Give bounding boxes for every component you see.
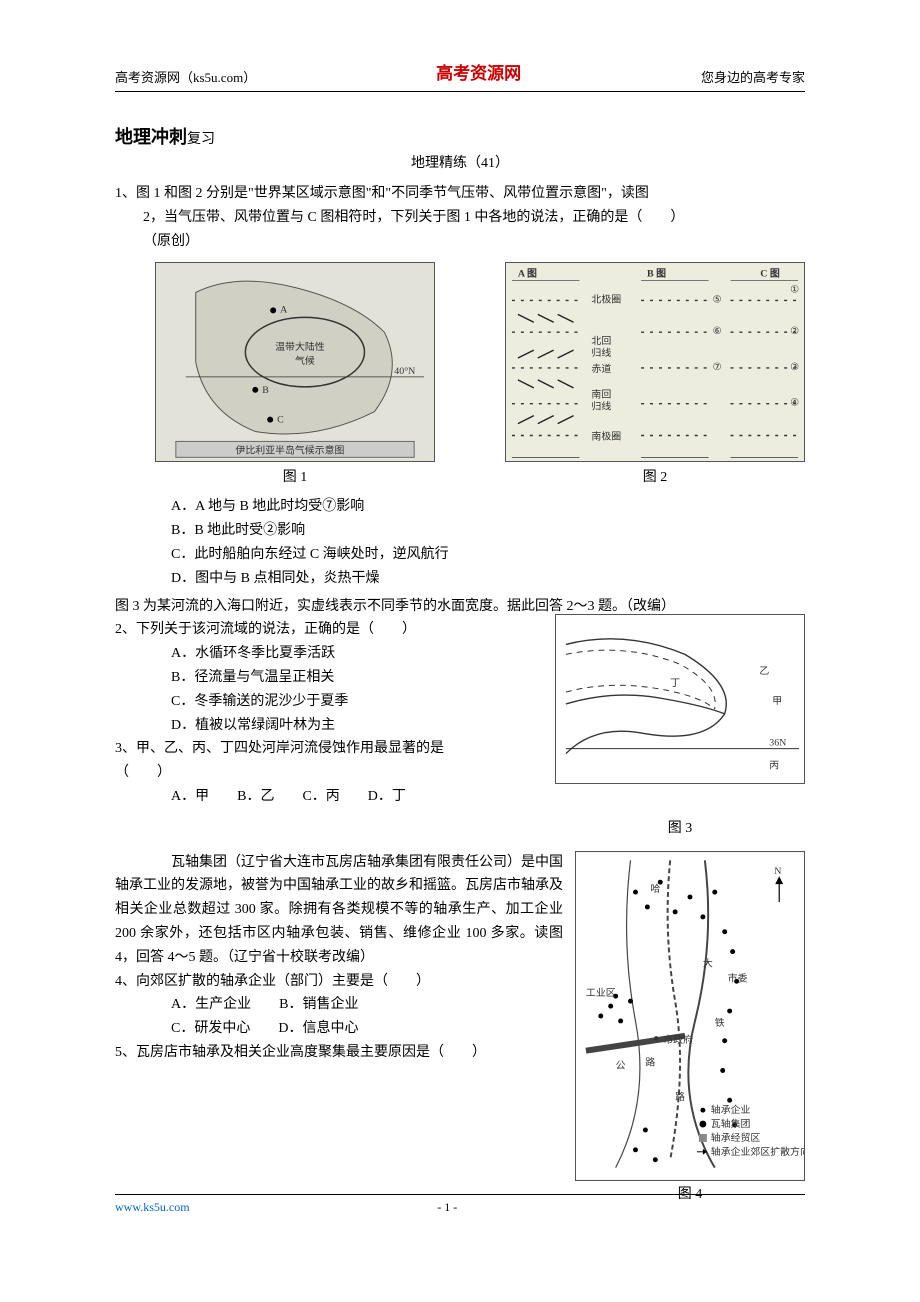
title-subtitle: 地理精练（41） — [115, 152, 805, 176]
q5-stem: 5、瓦房店市轴承及相关企业高度聚集最主要原因是（ ） — [115, 1041, 563, 1065]
header-left: 高考资源网（ks5u.com） — [115, 67, 256, 89]
q2-option-d: D．植被以常绿阔叶林为主 — [115, 714, 543, 738]
header-center-logo: 高考资源网 — [436, 60, 521, 89]
q3-stem-l1: 3、甲、乙、丙、丁四处河岸河流侵蚀作用最显著的是 — [115, 737, 543, 761]
figure-2-caption: 图 2 — [505, 466, 805, 490]
svg-text:C 图: C 图 — [760, 267, 780, 279]
q1-stem-line2: 2，当气压带、风带位置与 C 图相符时，下列关于图 1 中各地的说法，正确的是（… — [115, 206, 805, 230]
header-right: 您身边的高考专家 — [701, 67, 805, 89]
page-footer: www.ks5u.com - 1 - — [115, 1194, 805, 1217]
figure-1: 温带大陆性 气候 40°N A B C 伊比利亚半岛气候示意图 — [155, 262, 435, 462]
svg-text:②: ② — [790, 326, 799, 337]
svg-text:气候: 气候 — [295, 354, 315, 367]
svg-text:北极圈: 北极圈 — [591, 292, 621, 305]
figure-4-wrapper: 公路 哈大 铁路 N 工业区 市委 ●市政府 — [575, 851, 805, 1207]
q1-option-b: B．B 地此时受②影响 — [115, 519, 805, 543]
q2-option-a: A．水循环冬季比夏季活跃 — [115, 642, 543, 666]
footer-link[interactable]: www.ks5u.com — [115, 1197, 190, 1217]
q4-options-l2: C．研发中心 D．信息中心 — [115, 1017, 563, 1041]
figure-2: A 图 B 图 C 图 北极圈 北回归线 赤道 南回归线 南极圈 — [505, 262, 805, 462]
svg-text:归线: 归线 — [591, 399, 611, 412]
svg-text:丁: 丁 — [670, 679, 680, 690]
svg-text:丙: 丙 — [769, 761, 779, 772]
footer-page-number: - 1 - — [190, 1197, 705, 1217]
svg-text:轴承企业: 轴承企业 — [711, 1103, 751, 1116]
figure-captions-row: 图 1 图 2 — [115, 466, 805, 490]
q1-option-d: D．图中与 B 点相同处，炎热干燥 — [115, 567, 805, 591]
svg-text:甲: 甲 — [772, 696, 782, 707]
q2-option-c: C．冬季输送的泥沙少于夏季 — [115, 690, 543, 714]
svg-text:市委: 市委 — [728, 971, 748, 984]
document-title: 地理冲刺复习 — [115, 122, 805, 153]
svg-text:③: ③ — [790, 362, 799, 373]
svg-text:铁: 铁 — [715, 1016, 725, 1029]
svg-text:●: ● — [653, 1032, 659, 1043]
question-1: 1、图 1 和图 2 分别是"世界某区域示意图"和"不同季节气压带、风带位置示意… — [115, 182, 805, 590]
svg-text:公: 公 — [616, 1060, 626, 1071]
svg-text:N: N — [774, 866, 781, 877]
svg-text:轴承企业郊区扩散方向: 轴承企业郊区扩散方向 — [711, 1144, 804, 1157]
svg-text:乙: 乙 — [759, 666, 769, 678]
svg-text:①: ① — [790, 284, 799, 295]
q4-q5-row: 瓦轴集团（辽宁省大连市瓦房店轴承集团有限责任公司）是中国轴承工业的发源地，被誉为… — [115, 851, 805, 1207]
q4-options-l1: A．生产企业 B．销售企业 — [115, 993, 563, 1017]
q1-option-a: A．A 地与 B 地此时均受⑦影响 — [115, 495, 805, 519]
q3-stem-l2: （ ） — [115, 761, 543, 785]
fig1-inner-title: 伊比利亚半岛气候示意图 — [235, 443, 344, 456]
svg-text:C: C — [277, 414, 284, 425]
svg-text:北回: 北回 — [591, 335, 611, 347]
svg-text:瓦轴集团: 瓦轴集团 — [711, 1117, 751, 1130]
svg-text:B: B — [262, 384, 269, 395]
svg-text:温带大陆性: 温带大陆性 — [275, 340, 325, 353]
svg-text:南极圈: 南极圈 — [591, 429, 621, 442]
q1-option-c: C．此时船舶向东经过 C 海峡处时，逆风航行 — [115, 543, 805, 567]
q4-5-intro: 瓦轴集团（辽宁省大连市瓦房店轴承集团有限责任公司）是中国轴承工业的发源地，被誉为… — [115, 851, 563, 970]
q3-options: A．甲 B．乙 C．丙 D．丁 — [115, 785, 543, 809]
svg-text:大: 大 — [703, 956, 713, 969]
q4-stem: 4、向郊区扩散的轴承企业（部门）主要是（ ） — [115, 970, 563, 994]
svg-text:南回: 南回 — [591, 387, 611, 400]
svg-text:归线: 归线 — [591, 346, 611, 359]
svg-text:A 图: A 图 — [518, 267, 537, 279]
figure-3: 36N 乙 甲 丁 丙 — [555, 614, 805, 784]
figure-1-caption: 图 1 — [155, 466, 435, 490]
svg-text:工业区: 工业区 — [586, 987, 616, 999]
svg-text:A: A — [280, 304, 288, 315]
q2-q3-row: 2、下列关于该河流域的说法，正确的是（ ） A．水循环冬季比夏季活跃 B．径流量… — [115, 618, 805, 840]
svg-text:赤道: 赤道 — [591, 362, 611, 375]
svg-text:轴承经贸区: 轴承经贸区 — [711, 1131, 761, 1144]
figure-3-wrapper: 36N 乙 甲 丁 丙 图 3 — [555, 614, 805, 840]
figure-row-1-2: 温带大陆性 气候 40°N A B C 伊比利亚半岛气候示意图 A 图 B 图 … — [115, 262, 805, 462]
svg-text:⑥: ⑥ — [713, 326, 722, 337]
q2-stem: 2、下列关于该河流域的说法，正确的是（ ） — [115, 618, 543, 642]
svg-text:路: 路 — [645, 1055, 655, 1068]
q2-option-b: B．径流量与气温呈正相关 — [115, 666, 543, 690]
svg-text:路: 路 — [675, 1090, 685, 1103]
svg-text:40°N: 40°N — [394, 366, 415, 377]
svg-text:36N: 36N — [769, 738, 786, 749]
footer-spacer — [705, 1197, 805, 1217]
q1-stem-line1: 1、图 1 和图 2 分别是"世界某区域示意图"和"不同季节气压带、风带位置示意… — [115, 182, 805, 206]
svg-text:B 图: B 图 — [647, 267, 666, 279]
figure-3-caption: 图 3 — [668, 817, 693, 841]
q1-stem-line3: （原创） — [115, 230, 805, 254]
figure-3-annotation — [674, 788, 686, 808]
title-sub: 复习 — [187, 132, 215, 147]
svg-text:市政府: 市政府 — [663, 1032, 693, 1045]
page-header: 高考资源网（ks5u.com） 高考资源网 您身边的高考专家 — [115, 60, 805, 92]
svg-text:④: ④ — [790, 397, 799, 408]
title-main: 地理冲刺 — [115, 127, 187, 147]
svg-text:⑤: ⑤ — [713, 294, 722, 305]
figure-4: 公路 哈大 铁路 N 工业区 市委 ●市政府 — [575, 851, 805, 1181]
svg-text:⑦: ⑦ — [713, 362, 722, 373]
